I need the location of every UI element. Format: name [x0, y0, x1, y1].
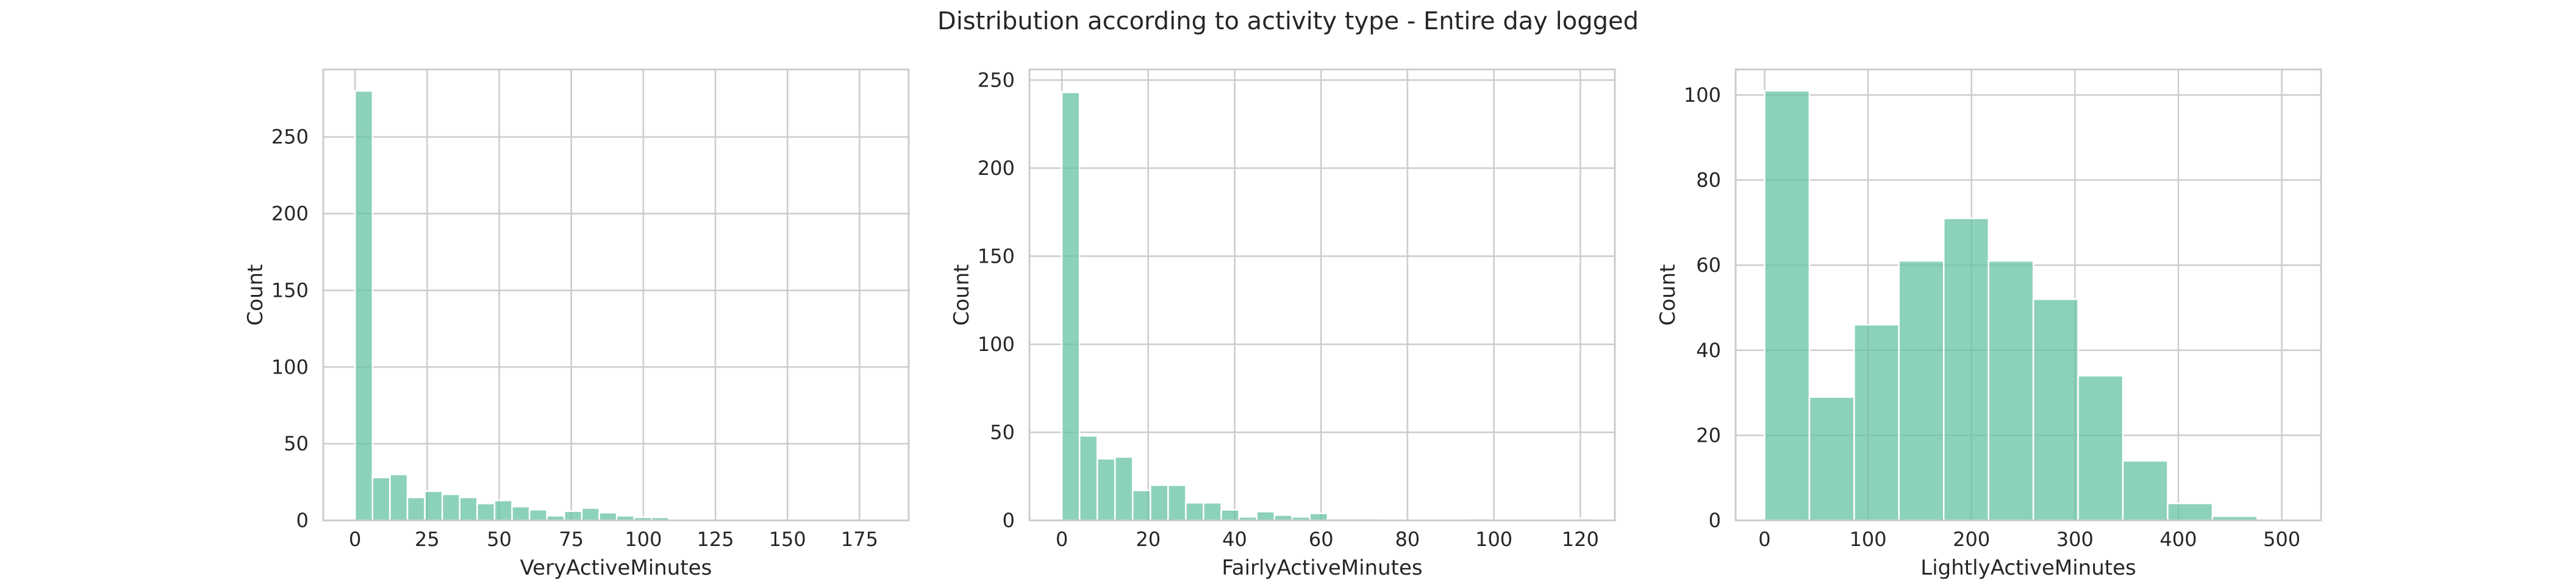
- x-tick-label: 20: [1136, 528, 1161, 551]
- y-tick-label: 80: [1696, 169, 1721, 192]
- histogram-bar: [459, 496, 478, 522]
- x-axis-label: FairlyActiveMinutes: [1222, 556, 1422, 580]
- x-tick-label: 125: [697, 528, 734, 551]
- plot-frame: [1734, 68, 2322, 522]
- x-tick-label: 0: [1056, 528, 1068, 551]
- y-tick-label: 60: [1696, 254, 1721, 277]
- histogram-bar: [1150, 484, 1169, 522]
- histogram-bar: [1898, 260, 1945, 522]
- x-tick-label: 400: [2159, 528, 2197, 551]
- x-tick-label: 75: [559, 528, 584, 551]
- x-tick-label: 40: [1222, 528, 1247, 551]
- subplot-very-active: 0 25 50 75 100 125 150 175 0 50 100 150 200 250 VeryA…: [243, 68, 910, 580]
- histogram-bar: [598, 512, 618, 522]
- histogram-bar: [1078, 435, 1098, 522]
- y-axis-label: Count: [1656, 264, 1680, 326]
- figure-title: Distribution according to activity type …: [937, 7, 1639, 35]
- histogram-bar: [1167, 484, 1187, 522]
- y-tick-label: 50: [284, 432, 309, 455]
- histogram-bar: [441, 493, 461, 522]
- x-tick-label: 0: [349, 528, 361, 551]
- histogram-bar: [406, 496, 426, 522]
- histogram-bar: [371, 477, 391, 522]
- x-tick-label: 150: [769, 528, 806, 551]
- histogram-bar: [1853, 324, 1900, 522]
- histogram-bar: [1220, 509, 1240, 522]
- histogram-bar: [2167, 502, 2214, 522]
- x-tick-label: 100: [624, 528, 662, 551]
- x-tick-label: 120: [1562, 528, 1599, 551]
- histogram-bar: [1132, 489, 1151, 522]
- y-tick-label: 150: [271, 278, 309, 302]
- y-tick-label: 50: [990, 420, 1015, 444]
- histogram-bar: [424, 490, 443, 522]
- histogram-bar: [1764, 90, 1811, 522]
- y-tick-label: 200: [271, 202, 309, 225]
- x-tick-label: 60: [1309, 528, 1334, 551]
- histogram-bar: [2122, 460, 2169, 522]
- x-tick-label: 300: [2056, 528, 2094, 551]
- x-tick-label: 80: [1395, 528, 1420, 551]
- y-tick-label: 250: [271, 126, 309, 149]
- histogram-bar: [528, 509, 548, 522]
- histogram-bar: [511, 506, 531, 522]
- histogram-bar: [1808, 396, 1855, 522]
- plot-frame: [322, 68, 910, 522]
- x-tick-label: 100: [1475, 528, 1512, 551]
- y-axis-label: Count: [950, 264, 974, 326]
- histogram-bar: [1061, 91, 1081, 522]
- y-tick-label: 150: [978, 244, 1015, 268]
- y-tick-label: 200: [978, 157, 1015, 180]
- histogram-bar: [476, 503, 496, 522]
- y-tick-label: 100: [271, 355, 309, 378]
- x-tick-label: 175: [841, 528, 878, 551]
- y-tick-label: 40: [1696, 339, 1721, 362]
- x-tick-label: 500: [2263, 528, 2300, 551]
- x-tick-label: 100: [1850, 528, 1887, 551]
- subplot-fairly-active: 0 20 40 60 80 100 120 0 50 100 150 200 250 FairlyAct…: [950, 68, 1616, 580]
- y-axis-label: Count: [243, 264, 268, 326]
- y-tick-label: 0: [296, 509, 309, 532]
- histogram-bar: [2077, 375, 2124, 522]
- histogram-bar: [1203, 502, 1222, 522]
- x-tick-label: 200: [1953, 528, 1990, 551]
- x-tick-label: 0: [1758, 528, 1770, 551]
- histogram-bar: [1114, 456, 1134, 522]
- y-tick-label: 0: [1709, 509, 1721, 532]
- x-tick-label: 50: [487, 528, 512, 551]
- y-tick-label: 250: [978, 68, 1015, 91]
- histogram-bar: [1987, 260, 2034, 522]
- y-tick-label: 100: [978, 333, 1015, 356]
- histogram-bar: [1096, 458, 1116, 522]
- x-axis-label: LightlyActiveMinutes: [1920, 556, 2136, 580]
- histogram-bar: [354, 90, 374, 522]
- plot-frame: [1028, 68, 1616, 522]
- histogram-bar: [1309, 512, 1329, 522]
- histogram-bar: [581, 507, 600, 522]
- y-tick-label: 0: [1003, 509, 1015, 532]
- subplot-lightly-active: 0 100 200 300 400 500 0 20 40 60 80 100 LightlyActi…: [1656, 68, 2322, 580]
- y-tick-label: 100: [1684, 83, 1721, 107]
- histogram-bar: [389, 473, 409, 522]
- x-tick-label: 25: [415, 528, 440, 551]
- histogram-bar: [1256, 511, 1275, 522]
- y-tick-label: 20: [1696, 424, 1721, 447]
- histogram-bar: [493, 500, 513, 522]
- x-axis-label: VeryActiveMinutes: [520, 556, 712, 580]
- histogram-bar: [1185, 502, 1204, 522]
- histogram-bar: [564, 510, 583, 522]
- histogram-bar: [1943, 218, 1989, 522]
- histogram-bar: [2032, 298, 2079, 522]
